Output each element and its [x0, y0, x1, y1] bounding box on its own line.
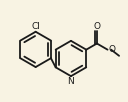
Text: O: O: [108, 45, 115, 54]
Text: O: O: [93, 22, 100, 31]
Text: Cl: Cl: [31, 22, 40, 31]
Text: N: N: [68, 77, 74, 86]
